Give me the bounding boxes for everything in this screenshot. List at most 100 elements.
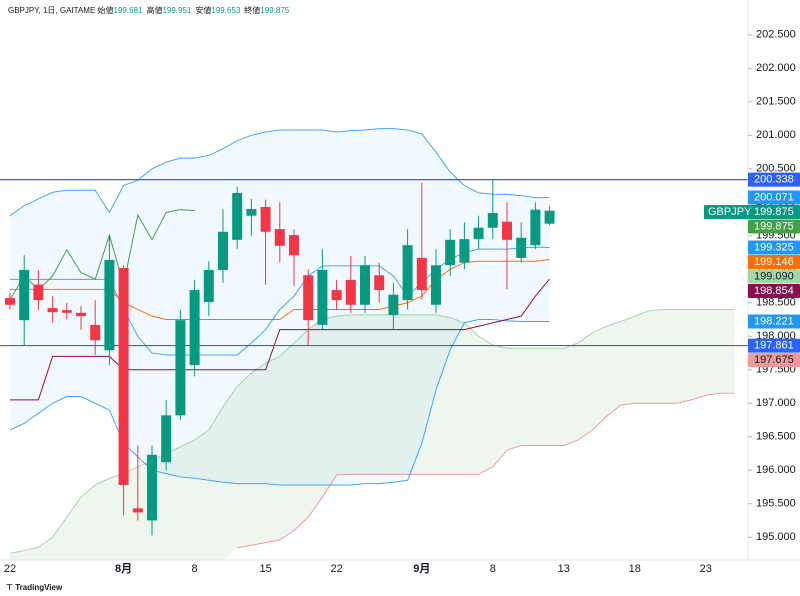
- y-tick-label: 202.000: [756, 62, 796, 74]
- price-tag-label: 200.071: [754, 191, 794, 203]
- candle-body: [147, 454, 157, 521]
- candle-body: [47, 308, 58, 313]
- ohlc-label: 始値: [97, 6, 114, 15]
- price-tag: [748, 338, 800, 353]
- ohlc-value: 199.681: [113, 6, 143, 15]
- candle-body: [374, 275, 385, 291]
- y-tick-label: 198.500: [756, 297, 796, 309]
- candle-body: [544, 210, 555, 224]
- candle-body: [5, 298, 15, 305]
- ohlc-value: 199.653: [211, 6, 241, 15]
- base-line: [10, 259, 550, 321]
- price-tag: [748, 219, 800, 234]
- span-b-line: [237, 392, 735, 549]
- candle-body: [530, 209, 541, 246]
- x-tick-label: 18: [629, 563, 641, 575]
- x-tick-label: 8: [192, 563, 198, 575]
- candle-body: [19, 269, 30, 321]
- candle-body: [175, 320, 186, 416]
- candle-body: [487, 213, 498, 228]
- candle-body: [388, 294, 399, 315]
- candle-body: [61, 310, 72, 313]
- x-tick-label: 15: [259, 563, 271, 575]
- candle-body: [132, 508, 143, 513]
- x-tick-label: 8: [490, 563, 496, 575]
- x-tick-label: 8月: [115, 562, 132, 575]
- candle-body: [104, 259, 115, 351]
- candle-body: [90, 324, 101, 341]
- candle-body: [246, 208, 257, 216]
- span-a-line: [9, 308, 735, 554]
- candle-body: [516, 237, 527, 258]
- candle-body: [402, 245, 413, 301]
- footer: ⊤ TradingView: [6, 583, 63, 592]
- ohlc-label: 高値: [146, 6, 163, 15]
- candle-body: [317, 269, 328, 325]
- price-tag: [748, 269, 800, 284]
- candle-body: [118, 267, 129, 485]
- y-tick-label: 201.500: [756, 96, 796, 108]
- candle-body: [445, 239, 456, 266]
- y-tick-label: 195.500: [756, 498, 796, 510]
- candle-body: [203, 269, 214, 303]
- y-tick-label: 200.500: [756, 163, 796, 175]
- x-tick-label: 9月: [413, 562, 430, 575]
- price-tag-label: 199.090: [754, 270, 794, 282]
- price-tag-label: 199.875: [754, 206, 794, 218]
- price-tag: [748, 172, 800, 187]
- ichimoku-cloud: [10, 309, 735, 560]
- candle-body: [161, 415, 172, 463]
- y-tick-label: 202.500: [756, 29, 796, 41]
- candle-body: [274, 229, 285, 246]
- price-tag-label: 199.875: [754, 220, 794, 232]
- x-tick-label: 22: [330, 563, 342, 575]
- x-tick-label: 22: [4, 563, 16, 575]
- y-tick-label: 195.000: [756, 531, 796, 543]
- x-tick-label: 23: [700, 563, 712, 575]
- price-tag: [748, 284, 800, 299]
- price-tag: [748, 353, 800, 368]
- y-tick-label: 197.000: [756, 397, 796, 409]
- candle-body: [473, 227, 484, 240]
- plot-area: [0, 128, 748, 560]
- candle-body: [360, 265, 370, 305]
- candle-body: [502, 221, 512, 240]
- price-tag-label: 200.338: [754, 174, 794, 186]
- bollinger-fill: [10, 128, 550, 485]
- conversion-line: [10, 278, 550, 401]
- bollinger-lower: [9, 319, 550, 486]
- candle-body: [218, 231, 228, 270]
- symbol-tag-label: GBPJPY: [708, 206, 752, 218]
- bollinger-upper: [9, 128, 550, 217]
- price-tag-label: 199.146: [754, 256, 794, 268]
- candle-body: [459, 239, 470, 263]
- price-tag: [748, 240, 800, 255]
- price-tag-label: 197.675: [754, 354, 794, 366]
- candle-body: [345, 280, 356, 305]
- y-tick-label: 196.000: [756, 464, 796, 476]
- symbol-tag: [704, 205, 748, 220]
- candle-body: [289, 235, 299, 256]
- candle-body: [189, 290, 200, 366]
- ohlc-value: 199.875: [260, 6, 290, 15]
- brand: TradingView: [15, 583, 63, 592]
- price-tag: [748, 314, 800, 329]
- header: GBPJPY, 1日, GAITAME 始値199.681 高値199.951 安値…: [8, 5, 293, 16]
- candle-body: [416, 257, 427, 291]
- symbol: GBPJPY, 1日, GAITAME: [8, 6, 96, 15]
- ohlc-label: 終値: [244, 6, 261, 15]
- y-tick-label: 201.000: [756, 129, 796, 141]
- y-tick-label: 196.500: [756, 431, 796, 443]
- candle-body: [260, 206, 271, 232]
- price-tag: [748, 190, 800, 205]
- candle-body: [331, 290, 342, 301]
- price-tag: [748, 255, 800, 270]
- price-tag-label: 198.221: [754, 315, 794, 327]
- candle-body: [33, 284, 44, 301]
- candle-body: [76, 312, 86, 317]
- price-tag-label: 199.325: [754, 241, 794, 253]
- candle-body: [303, 275, 314, 321]
- candle-body: [431, 265, 441, 305]
